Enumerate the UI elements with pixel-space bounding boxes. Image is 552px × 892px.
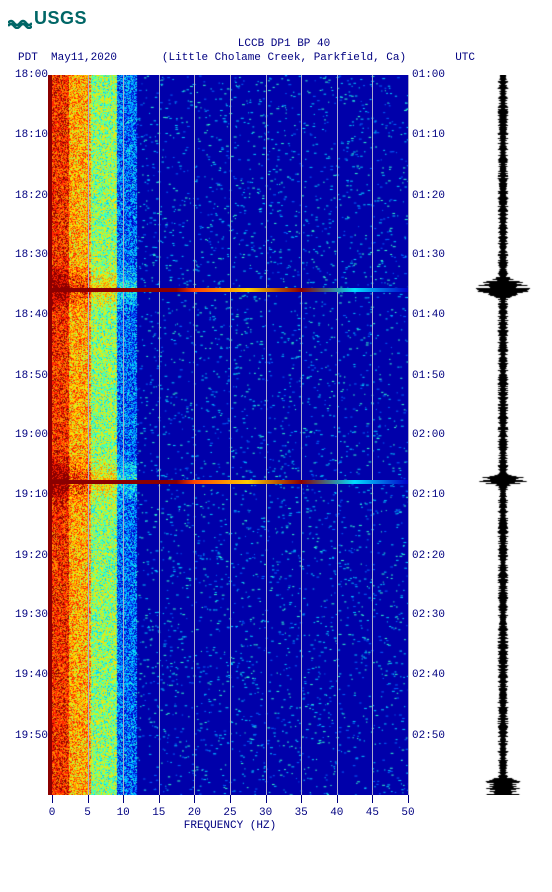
x-tick: 20	[188, 807, 201, 819]
x-tick: 40	[330, 807, 343, 819]
waveform-trace	[468, 75, 538, 795]
x-tick: 25	[223, 807, 236, 819]
x-tick: 10	[117, 807, 130, 819]
y-tick-left: 19:00	[15, 429, 48, 441]
usgs-logo: USGS	[8, 8, 552, 29]
y-axis-left: 18:0018:1018:2018:3018:4018:5019:0019:10…	[8, 75, 52, 795]
y-tick-right: 01:50	[412, 370, 445, 382]
x-tick: 30	[259, 807, 272, 819]
y-tick-right: 01:10	[412, 129, 445, 141]
logo-text: USGS	[34, 8, 87, 28]
y-tick-right: 01:40	[412, 309, 445, 321]
y-tick-left: 18:00	[15, 69, 48, 81]
y-tick-left: 19:50	[15, 730, 48, 742]
y-tick-left: 19:10	[15, 489, 48, 501]
y-tick-right: 02:50	[412, 730, 445, 742]
x-axis-title: FREQUENCY (HZ)	[52, 820, 408, 832]
y-tick-right: 02:20	[412, 550, 445, 562]
left-timezone-label: PDT May11,2020	[18, 51, 117, 65]
y-tick-right: 02:00	[412, 429, 445, 441]
seismic-event-band	[52, 480, 408, 484]
y-tick-right: 02:40	[412, 669, 445, 681]
y-tick-left: 18:30	[15, 249, 48, 261]
y-tick-right: 01:30	[412, 249, 445, 261]
y-tick-right: 01:20	[412, 190, 445, 202]
y-axis-right: 01:0001:1001:2001:3001:4001:5002:0002:10…	[408, 75, 452, 795]
y-tick-right: 01:00	[412, 69, 445, 81]
x-tick: 0	[49, 807, 56, 819]
right-timezone-label: UTC	[455, 51, 475, 65]
plot-container: 18:0018:1018:2018:3018:4018:5019:0019:10…	[8, 75, 552, 835]
y-tick-right: 02:30	[412, 609, 445, 621]
spectrogram	[52, 75, 408, 795]
x-tick: 45	[366, 807, 379, 819]
y-tick-left: 18:20	[15, 190, 48, 202]
plot-title: LCCB DP1 BP 40	[8, 37, 552, 51]
x-tick: 15	[152, 807, 165, 819]
y-tick-left: 19:30	[15, 609, 48, 621]
y-tick-left: 18:10	[15, 129, 48, 141]
y-tick-left: 18:40	[15, 309, 48, 321]
x-tick: 50	[401, 807, 414, 819]
x-tick: 5	[84, 807, 91, 819]
y-tick-left: 19:20	[15, 550, 48, 562]
y-tick-left: 18:50	[15, 370, 48, 382]
x-tick: 35	[295, 807, 308, 819]
y-tick-right: 02:10	[412, 489, 445, 501]
seismic-event-band	[52, 288, 408, 292]
y-tick-left: 19:40	[15, 669, 48, 681]
